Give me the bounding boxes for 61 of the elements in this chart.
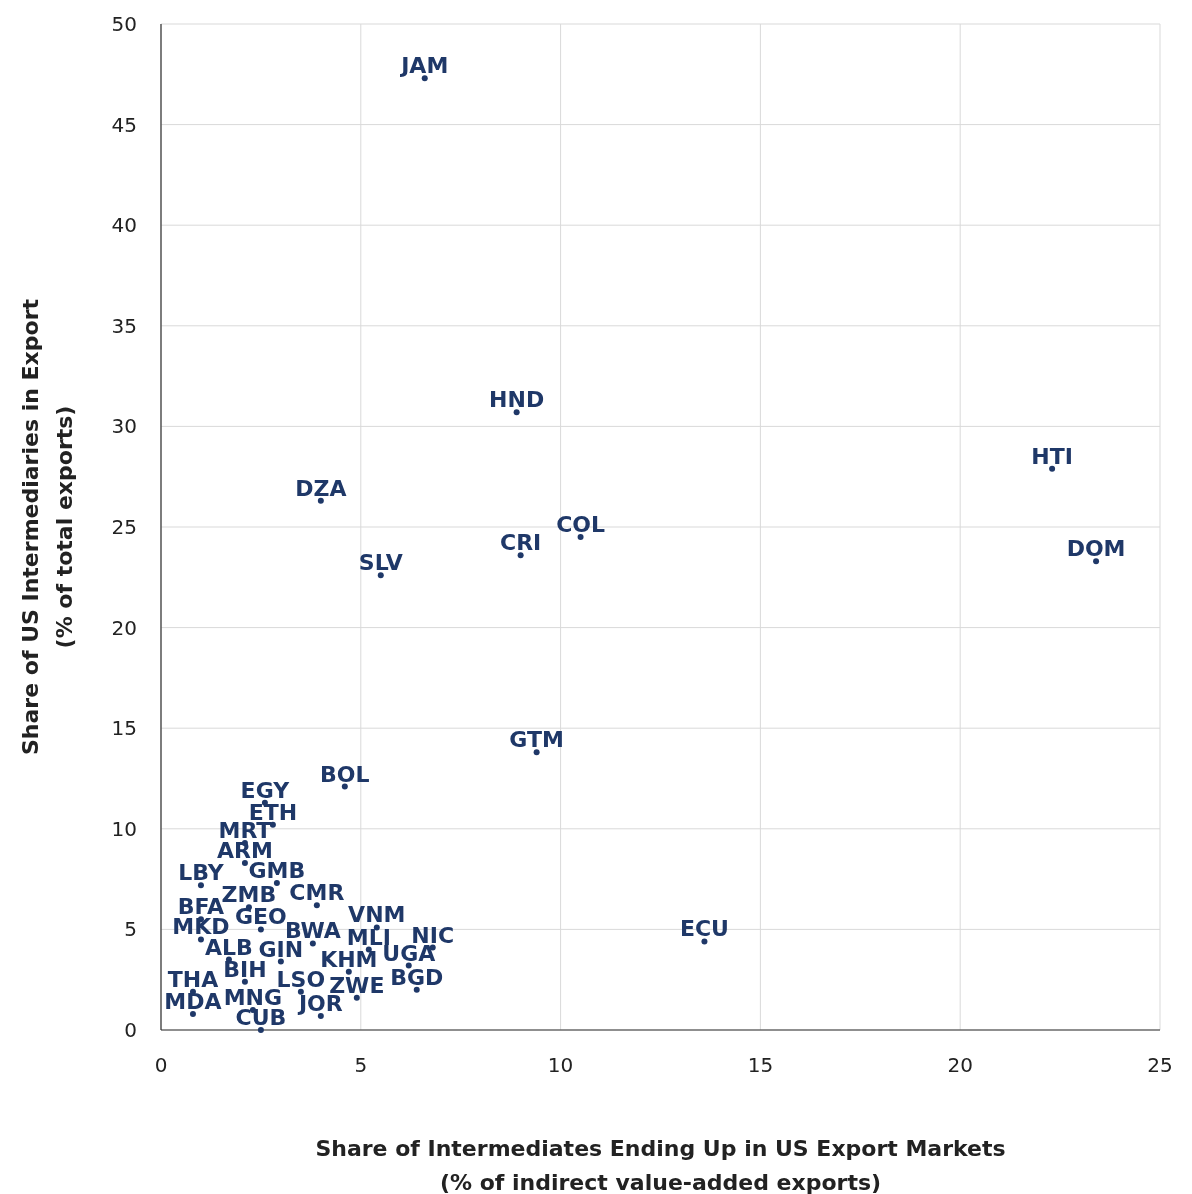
point: [313, 902, 320, 909]
x-tick-label: 15: [747, 1053, 774, 1077]
point: [189, 1010, 196, 1017]
point: [341, 783, 348, 790]
y-tick-label: 15: [111, 716, 137, 741]
series-label: COL: [556, 512, 606, 538]
series-label: EGY: [240, 777, 291, 803]
series-label: DZA: [295, 475, 347, 501]
point: [257, 926, 264, 933]
x-tick-label: 25: [1147, 1053, 1173, 1077]
point: [405, 962, 412, 969]
point: [701, 938, 708, 945]
point: [257, 1027, 264, 1033]
series-label: CRI: [500, 530, 542, 556]
point: [517, 552, 524, 559]
y-tick-label: 40: [111, 213, 137, 238]
point: [317, 497, 324, 504]
point: [297, 988, 304, 995]
series-label: KHM: [320, 946, 378, 972]
point: [533, 749, 540, 756]
point: [345, 968, 352, 975]
x-tick-label: 10: [547, 1053, 574, 1077]
y-tick-label: 0: [124, 1018, 137, 1042]
series-label: VNM: [348, 902, 406, 928]
series-label: ECU: [679, 916, 729, 942]
point: [273, 880, 280, 887]
series-label: JAM: [399, 53, 449, 79]
x-tick-label: 20: [947, 1053, 973, 1077]
series-label: HND: [489, 387, 545, 413]
y-tick-label: 5: [124, 917, 137, 942]
point: [577, 534, 584, 541]
x-axis-title: Share of Intermediates Ending Up in US Export Markets (% of indirect value-added exports): [315, 1136, 1006, 1194]
series-label: HTI: [1031, 443, 1073, 469]
series-label: GTM: [509, 727, 564, 753]
point: [277, 958, 284, 965]
y-tick-label: 25: [111, 515, 137, 539]
point: [413, 986, 420, 993]
point: [377, 572, 384, 579]
series-label: BGD: [390, 964, 444, 990]
y-tick-label: 35: [111, 313, 137, 338]
point: [197, 936, 204, 943]
point: [241, 978, 248, 985]
y-tick-label: 45: [111, 112, 137, 137]
y-tick-label: 10: [111, 816, 137, 841]
series-label: BOL: [320, 761, 370, 787]
point: [309, 940, 316, 947]
point: [1093, 558, 1100, 565]
y-tick-label: 30: [111, 414, 137, 439]
point: [241, 860, 248, 866]
point: [513, 409, 520, 416]
point: [197, 882, 204, 889]
x-tick-label: 0: [154, 1053, 168, 1077]
y-axis-title: Share of US Intermediaries in Export (% of total exports): [18, 298, 77, 755]
y-tick-label: 50: [111, 12, 137, 36]
series-label: DOM: [1066, 536, 1126, 562]
series-label: SLV: [358, 550, 403, 576]
point: [1049, 465, 1056, 472]
point: [353, 994, 360, 1001]
x-tick-label: 5: [354, 1053, 368, 1077]
series-label: CUB: [235, 1005, 287, 1030]
y-tick-label: 20: [111, 615, 137, 640]
